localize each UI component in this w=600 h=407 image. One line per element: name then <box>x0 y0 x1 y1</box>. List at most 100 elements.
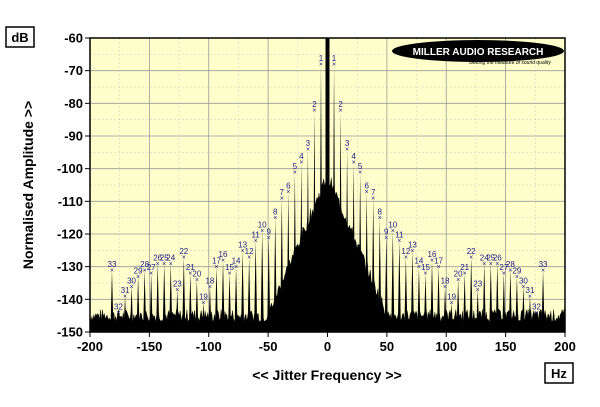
sideband-marker: × <box>417 264 421 271</box>
sideband-spike <box>338 109 343 332</box>
sideband-label: 14 <box>232 257 241 266</box>
sideband-marker: × <box>143 267 147 274</box>
sideband-spike <box>404 256 408 332</box>
sideband-marker: × <box>502 271 506 278</box>
x-tick-label: 150 <box>495 339 517 354</box>
sideband-marker: × <box>541 267 545 274</box>
sideband-spike <box>521 286 526 332</box>
sideband-spike <box>136 276 140 332</box>
sideband-label: 5 <box>293 162 298 171</box>
sideband-label: 26 <box>153 253 162 262</box>
sideband-label: 17 <box>434 257 443 266</box>
sideband-label: 27 <box>499 263 508 272</box>
sideband-spike <box>201 302 206 332</box>
sideband-spike <box>123 296 127 332</box>
sideband-marker: × <box>182 254 186 261</box>
sideband-spike <box>443 286 447 332</box>
y-tick-label: -110 <box>58 194 83 209</box>
sideband-label: 23 <box>173 280 182 289</box>
sideband-marker: × <box>175 287 179 294</box>
sideband-marker: × <box>247 254 251 261</box>
sideband-label: 6 <box>364 182 369 191</box>
sideband-spike <box>358 171 362 332</box>
sideband-spike <box>423 273 428 332</box>
sideband-spike <box>476 289 480 332</box>
sideband-marker: × <box>299 160 303 167</box>
y-tick-label: -130 <box>57 259 83 274</box>
sideband-marker: × <box>397 238 401 245</box>
sideband-spike <box>391 230 395 332</box>
sideband-marker: × <box>378 215 382 222</box>
sideband-marker: × <box>273 215 277 222</box>
y-tick-label: -120 <box>57 227 83 242</box>
sideband-marker: × <box>463 271 467 278</box>
sideband-marker: × <box>260 228 264 235</box>
sideband-marker: × <box>195 277 199 284</box>
sideband-label: 29 <box>134 266 143 275</box>
sideband-spike <box>240 250 245 332</box>
sideband-marker: × <box>515 274 519 281</box>
sideband-marker: × <box>436 264 440 271</box>
sideband-spike <box>195 279 199 332</box>
x-tick-label: 200 <box>554 339 576 354</box>
brand-logo: MILLER AUDIO RESEARCH Getting the measur… <box>392 40 564 66</box>
sideband-marker: × <box>110 267 114 274</box>
sideband-spike <box>221 260 225 332</box>
sideband-label: 27 <box>147 263 156 272</box>
sideband-marker: × <box>312 107 316 114</box>
sideband-label: 31 <box>526 286 535 295</box>
sideband-label: 3 <box>306 139 311 148</box>
sideband-label: 29 <box>512 266 521 275</box>
sideband-marker: × <box>508 267 512 274</box>
sideband-spike <box>397 240 401 332</box>
sideband-marker: × <box>443 284 447 291</box>
x-tick-label: 0 <box>324 339 331 354</box>
sideband-marker: × <box>293 169 297 176</box>
sideband-spike <box>129 286 134 332</box>
sideband-marker: × <box>332 62 336 69</box>
sideband-spike <box>508 269 512 332</box>
y-tick-label: -60 <box>64 31 83 46</box>
sideband-spike <box>149 273 153 332</box>
sideband-label: 14 <box>414 257 423 266</box>
sideband-marker: × <box>234 264 238 271</box>
y-tick-label: -80 <box>64 96 83 111</box>
x-tick-label: 100 <box>435 339 457 354</box>
sideband-spike <box>417 266 421 332</box>
y-tick-label: -150 <box>57 325 83 340</box>
y-unit-label: dB <box>11 30 28 45</box>
sideband-spike <box>541 269 545 332</box>
y-tick-label: -70 <box>64 63 83 78</box>
sideband-marker: × <box>130 284 134 291</box>
sideband-marker: × <box>410 248 414 255</box>
sideband-spike <box>534 312 539 332</box>
sideband-marker: × <box>227 271 231 278</box>
sideband-spike <box>208 286 212 332</box>
sideband-label: 2 <box>338 100 343 109</box>
sideband-label: 3 <box>345 139 350 148</box>
carrier-peak <box>325 38 330 332</box>
sideband-label: 18 <box>205 276 214 285</box>
sideband-marker: × <box>521 284 525 291</box>
logo-tagline: Getting the measure of sound quality <box>469 60 551 66</box>
sideband-label: 21 <box>460 263 469 272</box>
sideband-label: 11 <box>395 231 404 240</box>
sideband-label: 22 <box>179 247 188 256</box>
sideband-marker: × <box>116 310 120 317</box>
sideband-marker: × <box>254 238 258 245</box>
y-unit-box: dB <box>5 26 35 48</box>
sideband-marker: × <box>430 258 434 265</box>
sideband-label: 6 <box>286 182 291 191</box>
spectrum-trace <box>89 38 566 333</box>
sideband-marker: × <box>352 160 356 167</box>
x-tick-label: 50 <box>380 339 394 354</box>
sideband-spike <box>312 109 317 332</box>
sideband-spike <box>188 273 192 332</box>
sideband-label: 1 <box>319 54 324 63</box>
sideband-label: 12 <box>245 247 254 256</box>
sideband-spike <box>254 240 258 332</box>
sideband-marker: × <box>423 271 427 278</box>
sideband-spike <box>156 263 160 332</box>
sideband-spike <box>528 296 532 332</box>
